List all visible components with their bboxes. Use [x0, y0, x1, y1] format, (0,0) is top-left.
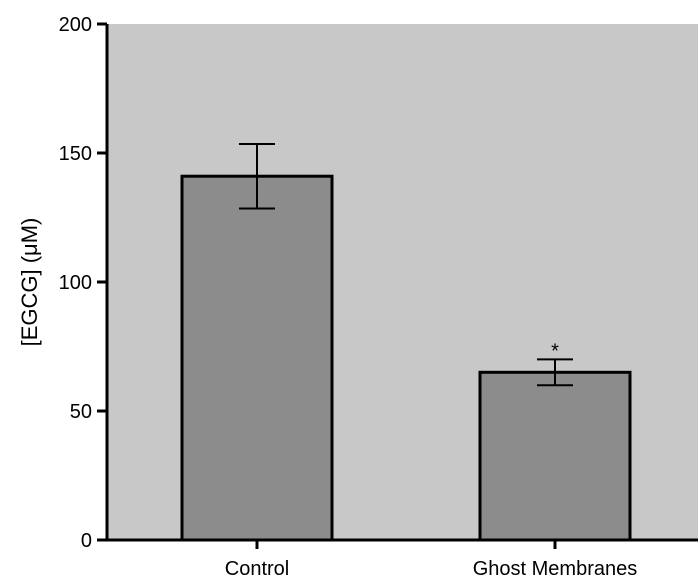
x-tick-label: Ghost Membranes	[473, 558, 638, 580]
y-tick-label: 50	[70, 401, 92, 423]
error-bar-control	[239, 142, 275, 210]
y-tick-label: 150	[59, 143, 92, 165]
y-tick-label: 100	[59, 272, 92, 294]
x-ticks: Control Ghost Membranes	[225, 540, 638, 580]
annotations: *	[551, 340, 559, 362]
y-axis-label: [EGCG] (μM)	[17, 218, 42, 347]
significance-marker: *	[551, 340, 559, 362]
x-tick-label: Control	[225, 558, 289, 580]
y-tick-label: 0	[81, 530, 92, 552]
error-bars	[239, 142, 573, 387]
error-bar-ghost-membranes	[537, 358, 573, 387]
y-tick-label: 200	[59, 14, 92, 36]
bar-control	[180, 174, 334, 542]
y-ticks: 0 50 100 150 200	[59, 14, 107, 552]
bar-ghost-membranes	[478, 370, 632, 542]
